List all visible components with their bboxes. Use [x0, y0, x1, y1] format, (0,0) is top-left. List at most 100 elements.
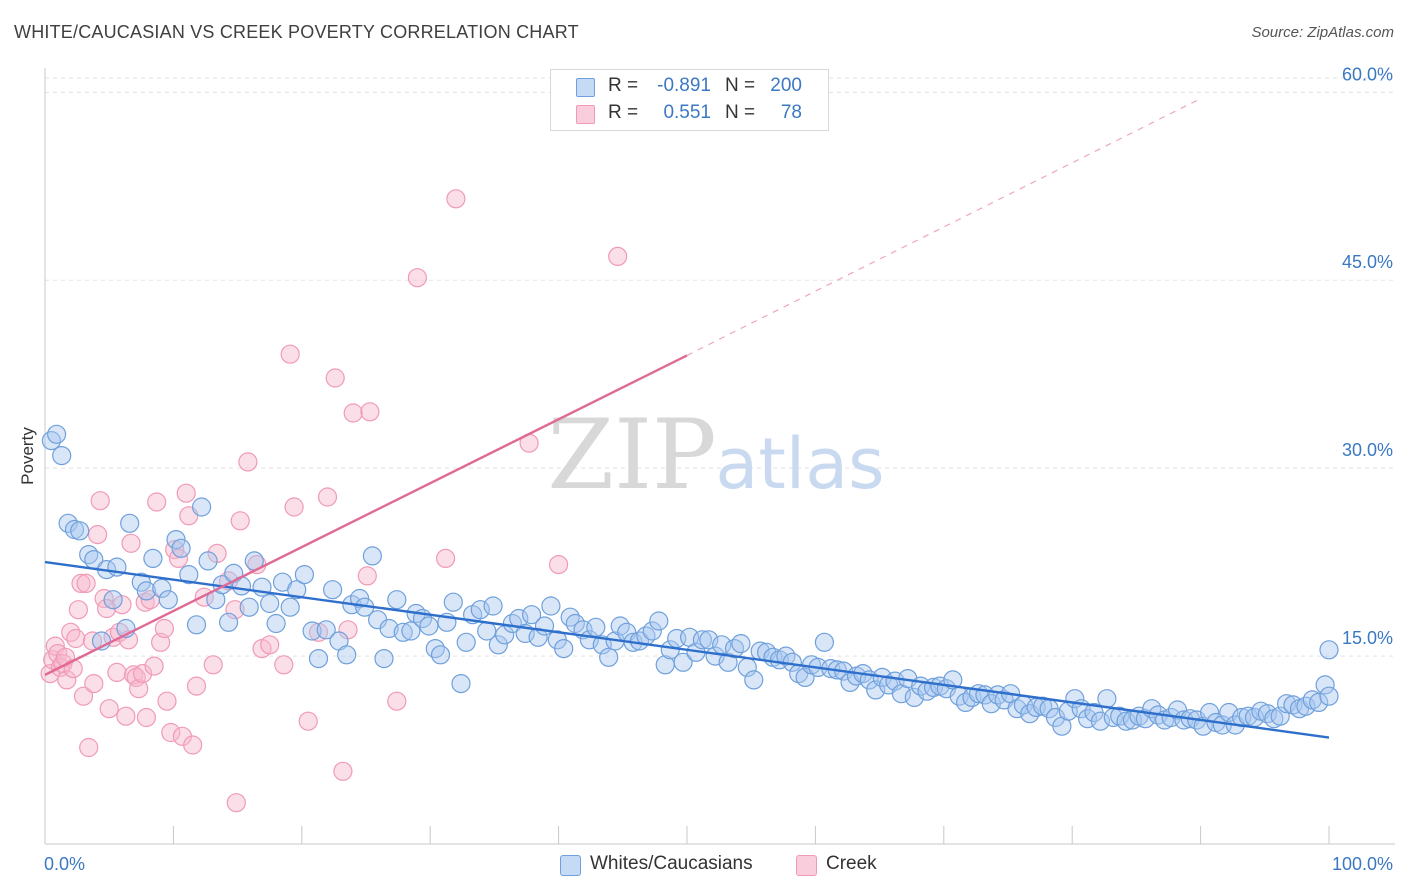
legend-r-value: 0.551 — [663, 102, 711, 123]
white-point — [120, 513, 140, 533]
white-point — [456, 632, 476, 652]
white-point — [430, 645, 451, 665]
white-point — [171, 538, 191, 558]
creek-point — [325, 368, 345, 388]
creek-point — [360, 402, 380, 422]
white-point — [186, 615, 207, 635]
white-point — [1315, 675, 1335, 695]
legend-n-value: 78 — [780, 102, 802, 123]
white-point — [323, 580, 343, 600]
bottom-legend-label-whites: Whites/Caucasians — [590, 853, 753, 874]
white-point — [239, 597, 259, 617]
bottom-legend: Whites/Caucasians Creek — [0, 852, 1406, 878]
white-point — [70, 521, 90, 541]
white-point — [393, 622, 413, 642]
legend-r-label: R = — [608, 102, 639, 123]
creek-point — [274, 655, 294, 675]
creek-point — [73, 686, 94, 706]
creek-point — [446, 189, 466, 209]
creek-point — [107, 662, 127, 683]
axes — [44, 68, 1395, 845]
white-point — [425, 638, 445, 659]
white-point — [565, 613, 585, 634]
white-point — [1270, 706, 1290, 726]
white-point — [1319, 686, 1339, 706]
white-point — [419, 616, 439, 636]
legend-n-value: 200 — [770, 75, 802, 96]
creek-point — [387, 691, 407, 711]
white-point — [337, 645, 357, 665]
creek-point — [308, 622, 329, 642]
y-tick-label: 30.0% — [1342, 440, 1393, 460]
white-point — [673, 652, 693, 672]
grid-lines — [45, 77, 1395, 657]
creek-point — [343, 403, 363, 423]
creek-point — [147, 492, 167, 512]
white-point — [488, 635, 508, 655]
axis-labels: 15.0% 30.0% 45.0% 60.0% 0.0% 100.0% Poverty — [18, 64, 1393, 874]
white-point — [136, 581, 156, 601]
x-tick-label-max: 100.0% — [1332, 854, 1393, 874]
x-tick-label-min: 0.0% — [44, 854, 85, 874]
creek-point — [133, 663, 153, 684]
white-point — [302, 621, 322, 641]
legend-row-whites: R = -0.891 N = 200 — [551, 74, 828, 100]
legend-r-value: -0.891 — [657, 75, 711, 96]
white-point — [592, 635, 612, 655]
white-point — [814, 632, 835, 652]
white-point — [401, 621, 421, 641]
white-point — [649, 611, 669, 631]
creek-point — [99, 699, 119, 719]
creek-point — [116, 706, 136, 726]
creek-point — [87, 524, 108, 545]
white-trend-line — [44, 560, 1330, 739]
creek-point — [260, 635, 280, 655]
creek-point — [161, 722, 181, 743]
creek-point — [68, 600, 89, 620]
white-point — [692, 630, 713, 650]
legend-row-creek: R = 0.551 N = 78 — [551, 101, 828, 127]
white-point — [795, 667, 815, 688]
creek-point — [61, 622, 81, 642]
creek-point — [90, 491, 110, 511]
white-point — [294, 564, 314, 585]
watermark: ZIP atlas — [547, 399, 884, 511]
creek-point — [57, 670, 77, 690]
white-point — [541, 596, 561, 616]
white-point — [443, 592, 463, 612]
creek-point — [76, 573, 96, 594]
creek-point — [176, 483, 196, 503]
creek-point — [238, 452, 258, 472]
creek-points — [40, 189, 628, 813]
creek-point — [186, 676, 207, 696]
creek-point — [183, 735, 203, 755]
legend-swatch-whites — [576, 78, 595, 97]
white-point — [219, 612, 239, 632]
white-point — [387, 590, 407, 610]
white-point — [1110, 706, 1130, 726]
creek-point — [284, 497, 304, 517]
creek-point — [317, 487, 338, 507]
chart-title: WHITE/CAUCASIAN VS CREEK POVERTY CORRELA… — [14, 22, 579, 42]
creek-point — [357, 566, 377, 586]
creek-point — [63, 658, 83, 679]
bottom-legend-swatch-whites — [560, 855, 581, 876]
trend-lines — [44, 98, 1330, 739]
white-point — [642, 621, 662, 641]
source-label: Source: ZipAtlas.com — [1251, 24, 1394, 41]
white-point — [483, 596, 503, 616]
creek-point — [112, 595, 132, 615]
legend-r-label: R = — [608, 75, 639, 96]
white-point — [316, 620, 336, 640]
white-point — [158, 590, 178, 610]
white-point — [280, 597, 300, 617]
white-point — [744, 670, 764, 690]
white-point — [470, 600, 490, 620]
creek-point — [608, 246, 628, 266]
watermark-zip: ZIP — [547, 399, 716, 511]
creek-point — [136, 707, 156, 728]
white-point — [374, 648, 394, 669]
white-point — [521, 605, 542, 625]
white-point — [586, 617, 606, 637]
